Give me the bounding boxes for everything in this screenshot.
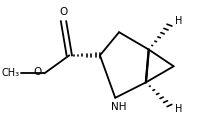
Text: O: O xyxy=(33,67,42,77)
Text: NH: NH xyxy=(111,102,126,112)
Text: H: H xyxy=(174,104,181,114)
Text: O: O xyxy=(59,7,67,17)
Text: H: H xyxy=(174,16,181,26)
Text: CH₃: CH₃ xyxy=(2,68,20,78)
